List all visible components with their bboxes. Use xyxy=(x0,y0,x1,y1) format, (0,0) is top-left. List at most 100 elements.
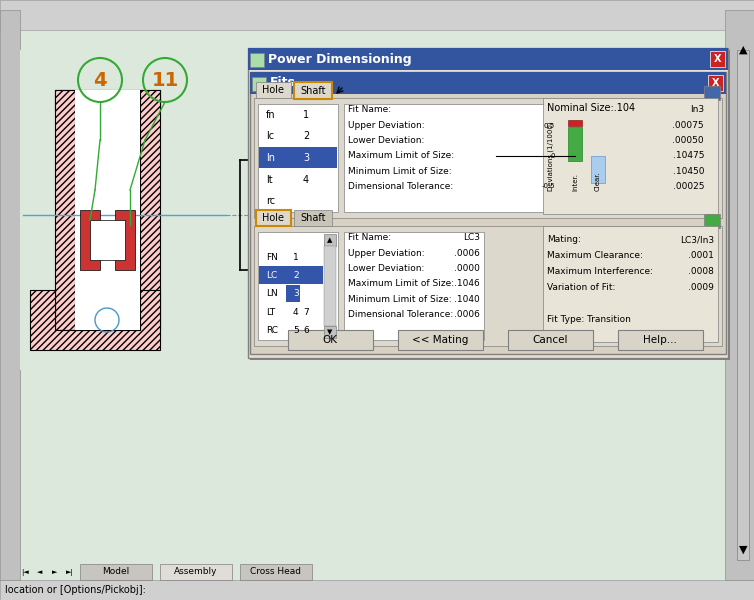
Text: 2: 2 xyxy=(303,131,309,142)
Bar xyxy=(398,330,483,350)
Polygon shape xyxy=(55,90,160,110)
Text: LC3: LC3 xyxy=(463,233,480,242)
Text: location or [Options/Pickobj]:: location or [Options/Pickobj]: xyxy=(5,585,146,595)
Text: Shaft: Shaft xyxy=(300,213,326,223)
Text: 7: 7 xyxy=(303,308,308,317)
Bar xyxy=(591,156,605,182)
Text: X: X xyxy=(714,54,722,64)
Text: 0: 0 xyxy=(550,153,555,159)
Bar xyxy=(0,580,754,600)
Bar xyxy=(248,48,728,70)
Text: 6: 6 xyxy=(303,326,308,335)
Text: FN: FN xyxy=(266,253,278,262)
Bar xyxy=(248,48,728,358)
Text: .0000: .0000 xyxy=(454,264,480,273)
Text: .1046: .1046 xyxy=(454,280,480,289)
Text: Mating:: Mating: xyxy=(547,235,581,245)
Bar xyxy=(20,50,230,370)
Text: Fit Type: Transition: Fit Type: Transition xyxy=(547,316,631,325)
Text: Upper Deviation:: Upper Deviation: xyxy=(348,121,425,130)
Bar xyxy=(324,326,336,338)
Text: ▲: ▲ xyxy=(739,45,747,55)
Text: .00050: .00050 xyxy=(673,136,704,145)
Bar xyxy=(75,90,140,330)
Text: .0008: .0008 xyxy=(688,268,714,277)
Text: ▲: ▲ xyxy=(327,237,333,243)
Text: Deviations (1/1000): Deviations (1/1000) xyxy=(547,121,554,191)
Text: 11: 11 xyxy=(152,70,179,89)
Bar xyxy=(725,10,754,580)
Bar xyxy=(294,82,332,99)
Text: Shaft: Shaft xyxy=(300,86,326,96)
Bar xyxy=(258,232,338,340)
Text: Model: Model xyxy=(103,568,130,577)
Text: lc: lc xyxy=(266,131,274,142)
Text: Maximum Clearance:: Maximum Clearance: xyxy=(547,251,643,260)
Bar xyxy=(704,214,720,228)
Text: Dimensional Tolerance:: Dimensional Tolerance: xyxy=(348,182,453,191)
Text: Fit Name:: Fit Name: xyxy=(348,105,391,114)
Text: RC: RC xyxy=(266,326,278,335)
Bar xyxy=(80,210,100,270)
Bar xyxy=(256,210,291,226)
Bar xyxy=(286,285,300,302)
Text: ln: ln xyxy=(266,153,275,163)
Text: ◄: ◄ xyxy=(37,569,43,575)
Bar xyxy=(80,564,152,580)
Bar xyxy=(250,53,264,67)
Text: Help...: Help... xyxy=(643,335,677,345)
Text: 4: 4 xyxy=(93,70,107,89)
Text: 1: 1 xyxy=(293,253,299,262)
Text: Hole: Hole xyxy=(262,213,284,223)
Bar xyxy=(568,127,582,161)
Text: .0006: .0006 xyxy=(454,310,480,319)
Text: 3: 3 xyxy=(303,153,309,163)
Polygon shape xyxy=(55,90,75,330)
Text: Minimum Limit of Size:: Minimum Limit of Size: xyxy=(348,295,452,304)
Bar xyxy=(294,210,332,226)
Bar xyxy=(254,98,722,218)
Bar xyxy=(259,266,323,284)
Text: LC3/In3: LC3/In3 xyxy=(680,235,714,245)
Text: Fits: Fits xyxy=(270,76,296,89)
Bar xyxy=(543,98,718,214)
Text: Hole: Hole xyxy=(262,85,284,95)
Text: Maximum Interference:: Maximum Interference: xyxy=(547,268,653,277)
Text: In3: In3 xyxy=(690,105,704,114)
Text: Fit Name:: Fit Name: xyxy=(348,233,391,242)
Bar xyxy=(240,564,312,580)
Bar xyxy=(543,226,718,342)
Polygon shape xyxy=(140,90,160,330)
Text: 4: 4 xyxy=(303,175,309,185)
Text: Assembly: Assembly xyxy=(174,568,218,577)
Text: 3: 3 xyxy=(293,289,299,298)
Text: 4: 4 xyxy=(293,308,299,317)
Bar xyxy=(250,72,726,354)
Text: fn: fn xyxy=(266,110,276,120)
Text: Maximum Limit of Size:: Maximum Limit of Size: xyxy=(348,151,454,160)
Bar xyxy=(254,226,722,346)
Text: X: X xyxy=(712,78,719,88)
Text: 0.5: 0.5 xyxy=(544,122,555,128)
Text: Cancel: Cancel xyxy=(532,335,568,345)
Text: 1: 1 xyxy=(303,110,309,120)
Text: 2: 2 xyxy=(293,271,299,280)
Bar xyxy=(704,86,720,100)
Text: .104  lc3: .104 lc3 xyxy=(335,99,377,109)
Text: << Mating: << Mating xyxy=(412,335,468,345)
Text: Nominal Size:.104: Nominal Size:.104 xyxy=(547,103,635,113)
Text: LT: LT xyxy=(266,308,275,317)
Text: Minimum Limit of Size:: Minimum Limit of Size: xyxy=(348,167,452,176)
Bar xyxy=(344,232,484,340)
Text: Dimensional Tolerance:: Dimensional Tolerance: xyxy=(348,310,453,319)
Bar xyxy=(708,75,723,91)
Polygon shape xyxy=(30,290,160,350)
Text: ►: ► xyxy=(52,569,58,575)
Bar xyxy=(256,82,291,98)
Bar xyxy=(288,330,373,350)
Text: Upper Deviation:: Upper Deviation: xyxy=(348,248,425,257)
Text: .10475: .10475 xyxy=(673,151,704,160)
Text: .0006: .0006 xyxy=(454,248,480,257)
Text: 5: 5 xyxy=(293,326,299,335)
Text: Inter.: Inter. xyxy=(572,173,578,191)
